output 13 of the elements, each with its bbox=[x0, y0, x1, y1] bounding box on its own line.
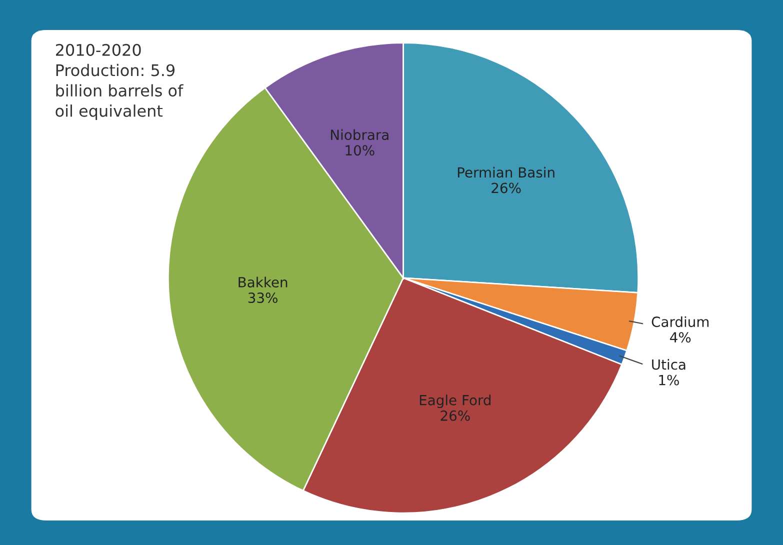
data-label: 33% bbox=[248, 292, 278, 304]
slice-label: Eagle Ford bbox=[420, 394, 491, 408]
slice-label: Bakken bbox=[238, 276, 288, 288]
slice-label: Cardium bbox=[652, 316, 709, 328]
slice-label: Niobrara bbox=[331, 129, 388, 140]
data-label: 26% bbox=[440, 410, 470, 421]
data-label: 26% bbox=[492, 182, 521, 194]
data-label: 10% bbox=[346, 145, 374, 156]
text: 2010-2020 Production: 5.9 billion barrels of oil equivalent bbox=[56, 44, 184, 120]
slice-label: Permian Basin bbox=[458, 166, 554, 178]
slice-label: Utica bbox=[652, 359, 686, 370]
data-label: 1% bbox=[659, 374, 679, 386]
data-label: 4% bbox=[670, 332, 691, 343]
